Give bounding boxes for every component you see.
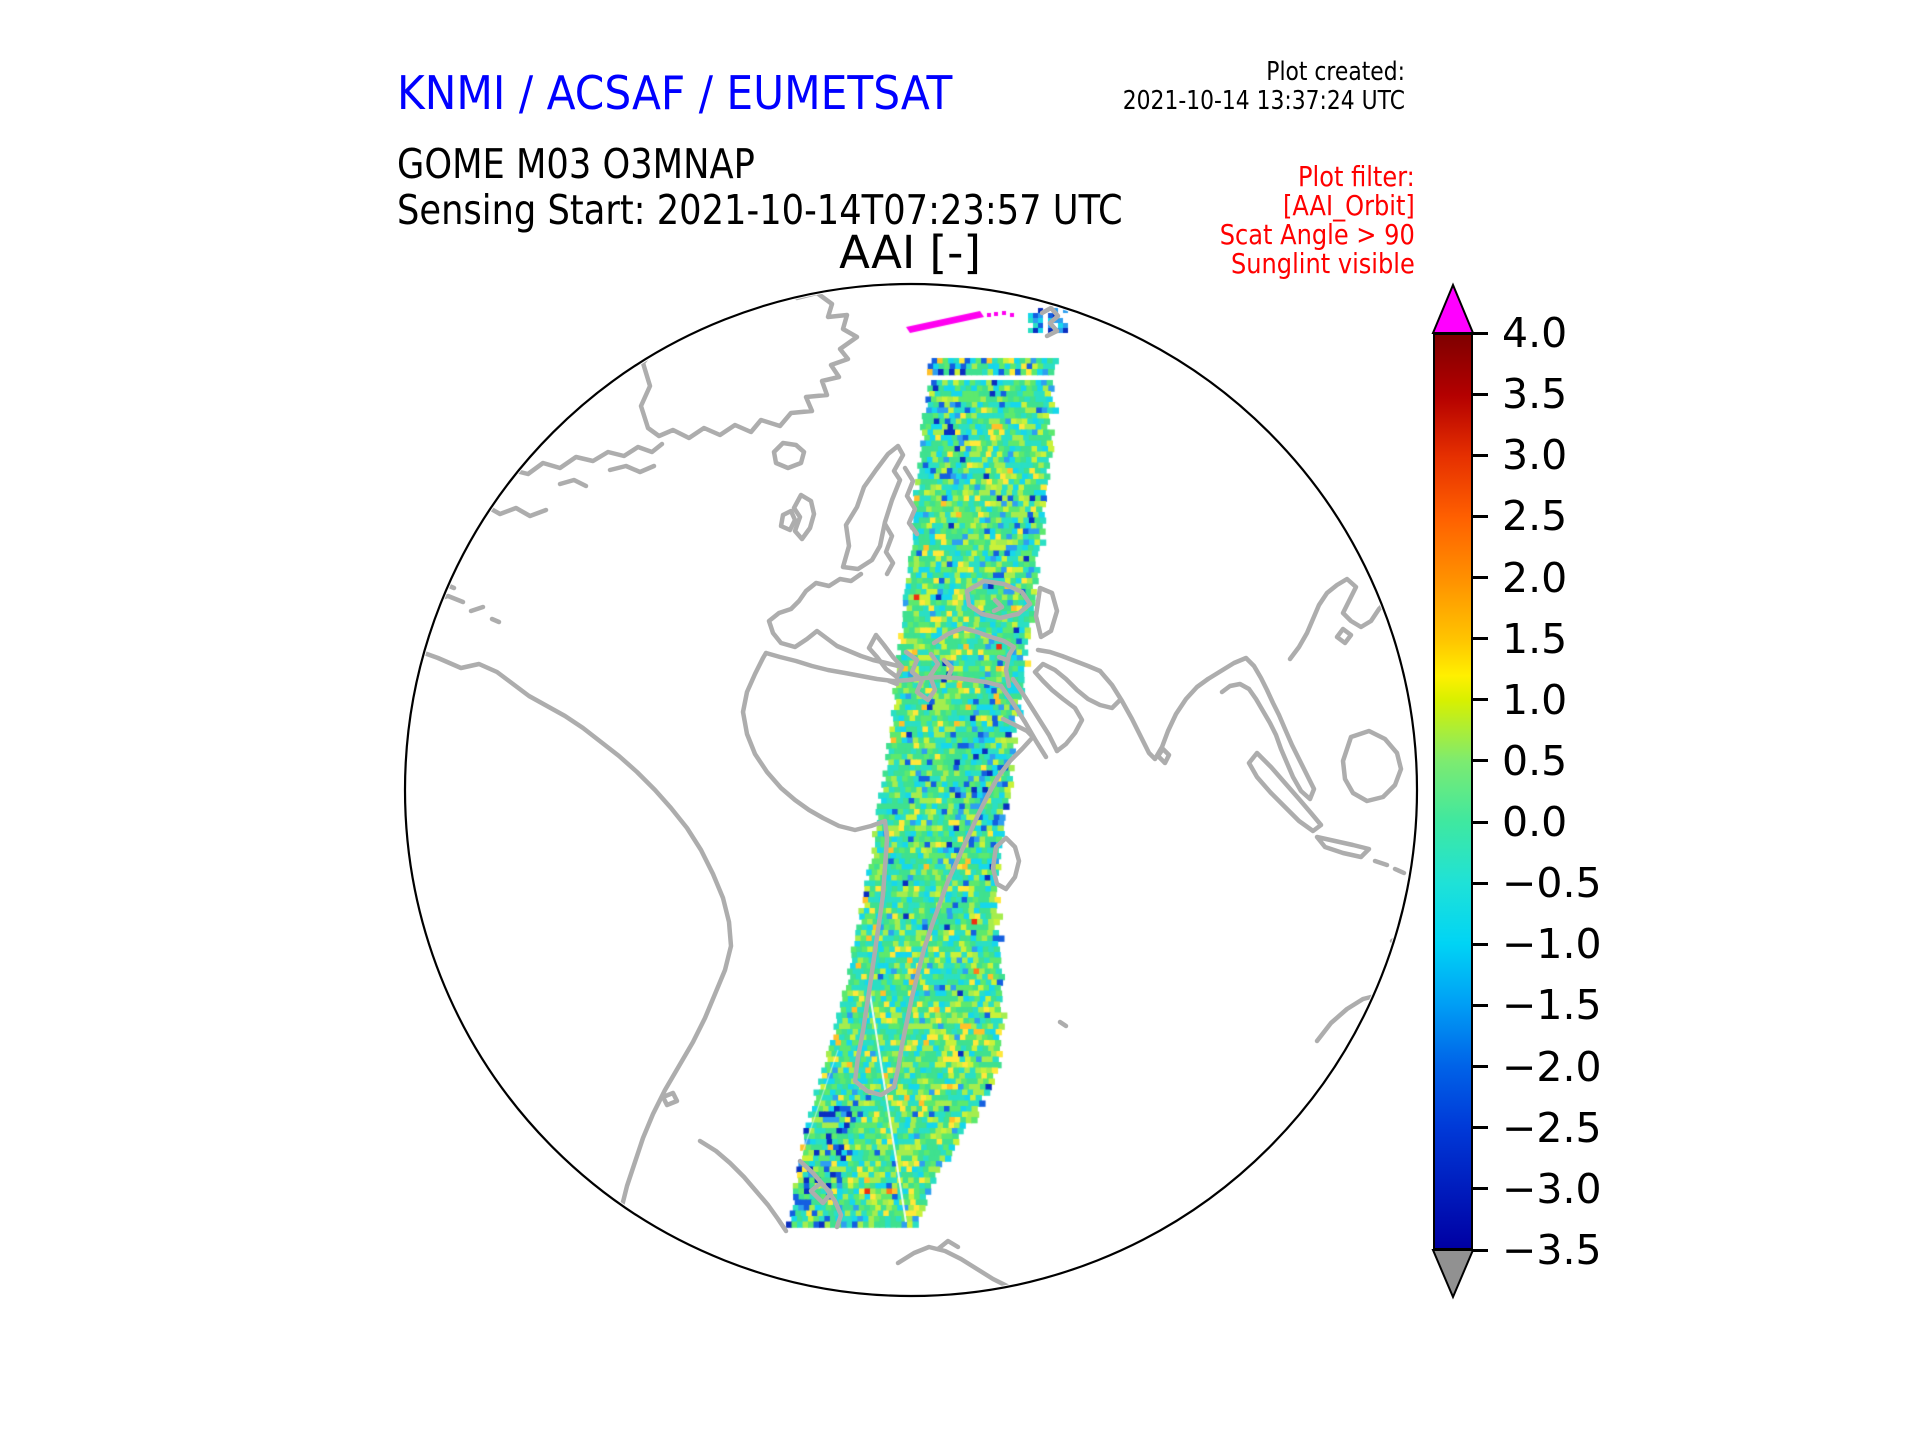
colorbar-tick-label: −0.5 bbox=[1502, 859, 1602, 908]
colorbar-over-arrow bbox=[1431, 282, 1475, 334]
sensing-start-line: Sensing Start: 2021-10-14T07:23:57 UTC bbox=[397, 186, 1123, 234]
colorbar-tick-mark bbox=[1473, 942, 1488, 946]
colorbar-tick-label: 1.5 bbox=[1502, 614, 1568, 663]
colorbar-tick-mark bbox=[1473, 820, 1488, 824]
colorbar-tick-mark bbox=[1473, 576, 1488, 580]
colorbar-tick-mark bbox=[1473, 698, 1488, 702]
map-title: AAI [-] bbox=[839, 226, 981, 279]
plot-filter-block: Plot filter: [AAI_Orbit] Scat Angle > 90 Su… bbox=[1220, 162, 1415, 278]
colorbar-tick-label: 4.0 bbox=[1502, 309, 1568, 357]
plot-created-label: Plot created: bbox=[1266, 57, 1405, 87]
plot-filter-line: Sunglint visible bbox=[1231, 247, 1415, 280]
colorbar-tick-label: 2.5 bbox=[1502, 492, 1568, 541]
colorbar-under-arrow bbox=[1431, 1249, 1475, 1300]
colorbar-tick-label: 0.0 bbox=[1502, 798, 1568, 847]
plot-filter-line: Scat Angle > 90 bbox=[1219, 218, 1415, 251]
colorbar-tick-label: −1.0 bbox=[1502, 920, 1602, 969]
colorbar-tick-mark bbox=[1473, 1126, 1488, 1130]
colorbar-tick-label: 0.5 bbox=[1502, 736, 1568, 785]
colorbar-tick-mark bbox=[1473, 1187, 1488, 1191]
colorbar-tick-mark bbox=[1473, 1003, 1488, 1007]
colorbar-tick-mark bbox=[1473, 1248, 1488, 1252]
colorbar-tick-mark bbox=[1473, 453, 1488, 457]
plot-created-block: Plot created: 2021-10-14 13:37:24 UTC bbox=[1123, 58, 1405, 116]
colorbar-tick-mark bbox=[1473, 514, 1488, 518]
colorbar-gradient bbox=[1433, 333, 1473, 1250]
colorbar-tick-mark bbox=[1473, 637, 1488, 641]
plot-created-timestamp: 2021-10-14 13:37:24 UTC bbox=[1122, 86, 1405, 116]
colorbar-tick-label: −2.5 bbox=[1502, 1103, 1602, 1152]
colorbar-tick-label: −3.5 bbox=[1502, 1226, 1602, 1274]
colorbar-tick-mark bbox=[1473, 331, 1488, 335]
plot-filter-line: [AAI_Orbit] bbox=[1283, 189, 1415, 222]
colorbar-tick-label: −2.0 bbox=[1502, 1042, 1602, 1091]
colorbar-tick-mark bbox=[1473, 759, 1488, 763]
colorbar-tick-label: 2.0 bbox=[1502, 553, 1568, 602]
colorbar-tick-label: 3.5 bbox=[1502, 370, 1568, 419]
globe-outline bbox=[403, 282, 1419, 1298]
colorbar-tick-label: −3.0 bbox=[1502, 1164, 1602, 1213]
colorbar-tick-mark bbox=[1473, 881, 1488, 885]
colorbar-tick-mark bbox=[1473, 1065, 1488, 1069]
colorbar-tick-label: −1.5 bbox=[1502, 981, 1602, 1030]
colorbar-tick-mark bbox=[1473, 392, 1488, 396]
colorbar-tick-label: 1.0 bbox=[1502, 675, 1568, 724]
colorbar-tick-label: 3.0 bbox=[1502, 431, 1568, 480]
product-title: GOME M03 O3MNAP bbox=[397, 140, 755, 188]
plot-filter-line: Plot filter: bbox=[1298, 160, 1415, 193]
institution-title: KNMI / ACSAF / EUMETSAT bbox=[397, 66, 953, 120]
